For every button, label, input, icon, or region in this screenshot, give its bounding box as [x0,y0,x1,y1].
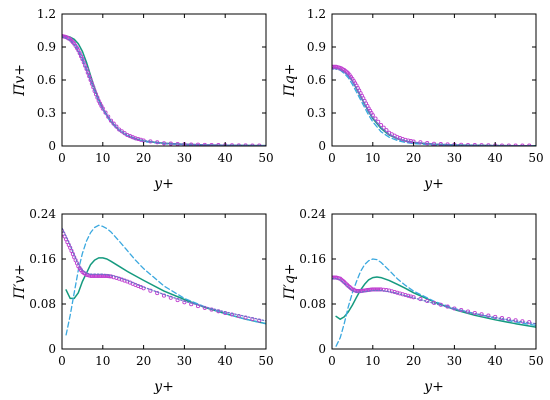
chart-panel-bottom-left: 0 10 20 30 40 50 0 0.08 0.16 0.24 y+ Π′v+ [12,207,274,395]
plot-frame [61,213,267,350]
x-tick-label: 20 [136,354,151,368]
x-tick-label: 40 [488,354,503,368]
x-tick-label: 50 [258,354,273,368]
y-tick-label: 0.16 [299,252,326,266]
plot-area [62,224,266,336]
y-tick-label: 0 [48,139,56,153]
series-2-point [119,129,124,134]
x-tick-label: 30 [177,354,192,368]
series-2-point [87,74,92,79]
plot-area [332,258,536,347]
x-tick-label: 0 [58,354,66,368]
series-2-point [108,118,114,123]
series-2-point [88,77,93,83]
plot-area [62,33,266,146]
y-tick-label: 0.24 [299,207,326,221]
plot-frame [331,13,537,147]
series-1-line [332,67,536,146]
plot-area [332,64,536,146]
series-2-point [418,140,423,145]
y-tick-label: 1.2 [37,7,56,21]
x-axis-label: y+ [153,176,174,192]
y-tick-label: 0.6 [37,73,56,87]
y-tick-label: 0.08 [299,297,326,311]
series-2-markers [332,64,532,146]
x-tick-label: 20 [406,354,421,368]
y-tick-label: 0.08 [29,297,56,311]
y-tick-label: 0.9 [37,40,56,54]
x-tick-label: 30 [447,354,462,368]
series-2-point [103,110,108,115]
x-axis-label: y+ [423,176,444,192]
series-3-line [62,36,266,146]
y-tick-label: 0.9 [307,40,326,54]
series-2-point [332,275,337,280]
x-axis-label: y+ [153,379,174,395]
series-3-line [332,68,536,146]
y-tick-label: 0 [318,342,326,356]
x-tick-label: 0 [58,151,66,165]
chart-panel-bottom-right: 0 10 20 30 40 50 0 0.08 0.16 0.24 y+ Π′q+ [282,207,544,395]
series-2-point [122,131,127,136]
x-tick-label: 40 [218,151,233,165]
series-2-point [332,64,335,69]
series-2-point [100,106,105,111]
series-2-point [106,114,111,119]
x-tick-label: 10 [95,354,110,368]
series-2-markers [62,33,262,146]
y-axis-label: Π′v+ [12,264,28,300]
x-tick-label: 0 [328,354,336,368]
y-axis-label: Π′q+ [282,263,298,300]
y-tick-label: 0 [48,342,56,356]
series-0-line [335,276,536,328]
y-axis-label: Π̄q+ [282,64,298,98]
series-2-markers [62,228,262,323]
x-tick-label: 50 [528,354,543,368]
series-2-point [117,127,122,132]
y-axis-label: Π̄v+ [12,64,28,97]
series-3-line [332,278,536,325]
x-tick-label: 0 [328,151,336,165]
y-tick-label: 0 [318,139,326,153]
y-tick-label: 1.2 [307,7,326,21]
plot-frame [331,213,537,350]
y-tick-label: 0.24 [29,207,56,221]
series-2-point [111,121,116,126]
chart-panel-top-left: 0 10 20 30 40 50 0 0.3 0.6 0.9 1.2 y+ Π̄v+ [12,7,274,192]
y-tick-label: 0.16 [29,252,56,266]
series-2-point [189,142,194,146]
series-0-line [332,67,536,146]
x-tick-label: 20 [136,151,151,165]
series-2-point [114,124,119,129]
y-tick-label: 0.3 [307,106,326,120]
x-tick-label: 40 [218,354,233,368]
x-tick-label: 20 [406,151,421,165]
x-axis-label: y+ [423,379,444,395]
y-tick-label: 0.3 [37,106,56,120]
x-tick-label: 30 [177,151,192,165]
series-2-point [195,142,201,146]
series-1-line [65,224,266,336]
series-2-point [332,64,337,69]
series-2-point [366,287,371,292]
series-2-point [373,287,378,292]
x-tick-label: 30 [447,151,462,165]
y-tick-label: 0.6 [307,73,326,87]
series-2-point [332,275,335,280]
x-tick-label: 50 [528,151,543,165]
chart-panel-top-right: 0 10 20 30 40 50 0 0.3 0.6 0.9 1.2 y+ Π̄q+ [282,7,544,192]
x-tick-label: 10 [95,151,110,165]
series-2-point [98,273,103,278]
x-tick-label: 10 [365,354,380,368]
x-tick-label: 50 [258,151,273,165]
series-3-line [62,227,266,322]
series-2-point [70,252,75,257]
x-tick-label: 40 [488,151,503,165]
x-tick-label: 10 [365,151,380,165]
